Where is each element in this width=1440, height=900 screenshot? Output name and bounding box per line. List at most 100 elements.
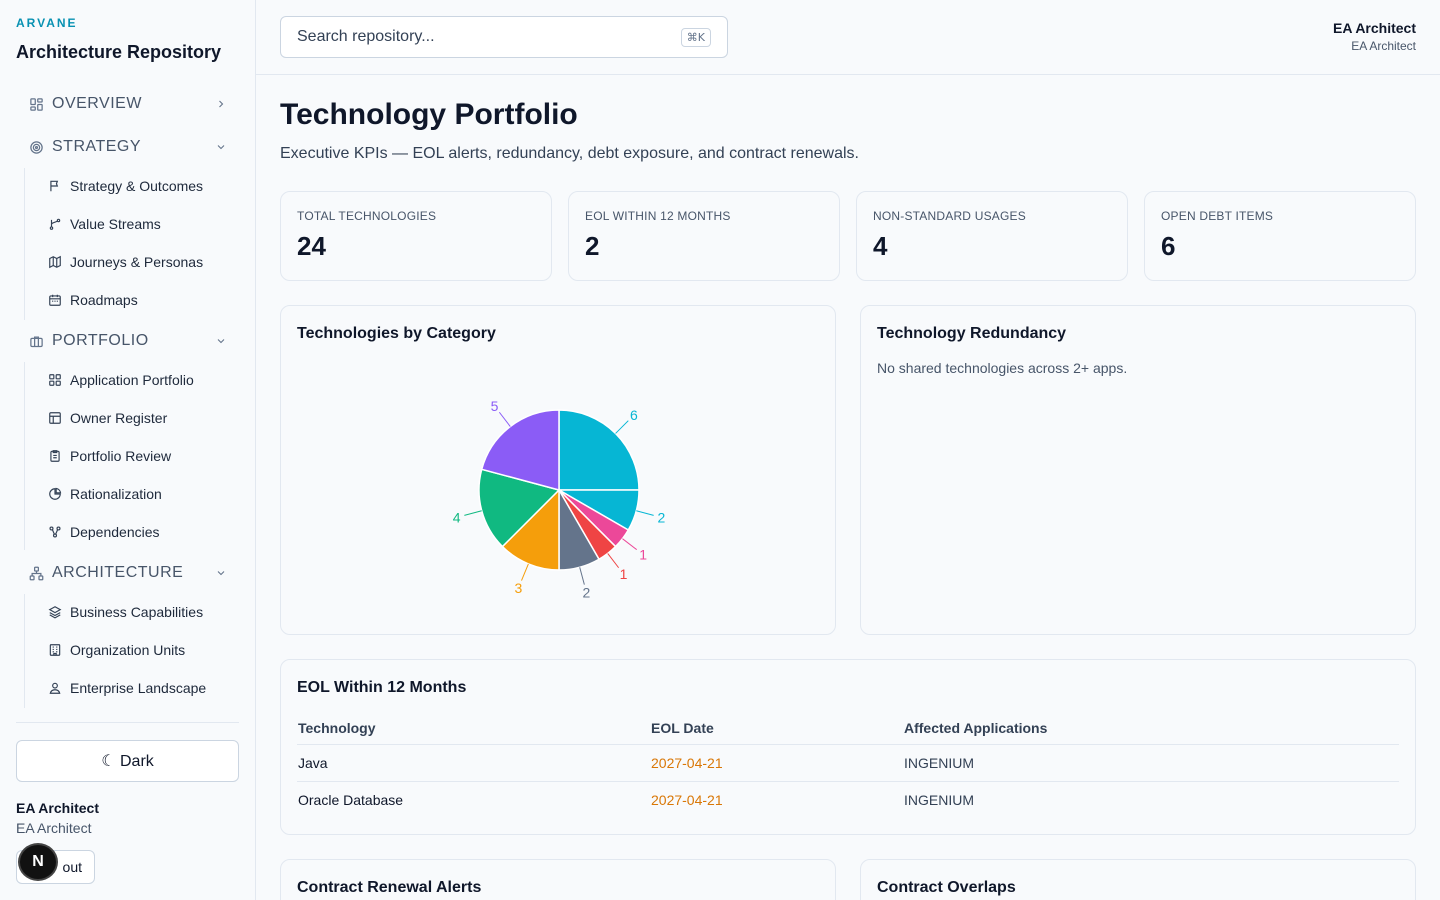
table-row[interactable]: Oracle Database 2027-04-21 INGENIUM — [297, 781, 1399, 818]
git-branch-icon — [47, 216, 63, 232]
cell-eol-date: 2027-04-21 — [651, 791, 723, 808]
map-icon — [47, 254, 63, 270]
nav-section-overview[interactable]: OVERVIEW — [28, 92, 228, 116]
calendar-icon — [47, 292, 63, 308]
kpi-label: EOL WITHIN 12 MONTHS — [585, 209, 731, 223]
pie-label-leader — [615, 420, 629, 434]
table-icon — [47, 410, 63, 426]
category-pie-chart: 6 2 11 2 3 4 5 — [453, 398, 666, 600]
sidebar-item-label: Organization Units — [70, 642, 186, 658]
nav-section-label: OVERVIEW — [52, 95, 142, 112]
cell-affected-apps: INGENIUM — [903, 744, 1399, 782]
pie-slice[interactable] — [480, 409, 560, 491]
sidebar-item-owner-register[interactable]: Owner Register — [47, 408, 233, 428]
pie-label-leader — [607, 553, 620, 569]
sidebar-item-business-capabilities[interactable]: Business Capabilities — [47, 602, 233, 622]
card-title: Contract Renewal Alerts — [297, 879, 482, 896]
kpi-value: 2 — [585, 231, 600, 261]
nav-section-strategy[interactable]: STRATEGY — [28, 135, 228, 159]
sidebar-item-enterprise-landscape[interactable]: Enterprise Landscape — [47, 678, 233, 698]
chevron-down-icon — [214, 566, 228, 580]
sidebar-item-application-portfolio[interactable]: Application Portfolio — [47, 370, 233, 390]
sidebar-item-label: Business Capabilities — [70, 604, 204, 620]
grid-icon — [28, 96, 44, 112]
cell-technology: Oracle Database — [298, 791, 404, 808]
chevron-down-icon — [214, 140, 228, 154]
sidebar-item-label: Application Portfolio — [70, 372, 194, 388]
user-icon — [47, 680, 63, 696]
pie-slice[interactable] — [501, 488, 560, 571]
sidebar-user-name: EA Architect — [16, 800, 99, 816]
app-title: Architecture Repository — [16, 42, 222, 62]
kpi-card-eol: EOL WITHIN 12 MONTHS 2 — [568, 191, 840, 281]
brand-logo: ARVANE — [16, 16, 78, 30]
sidebar-item-organization-units[interactable]: Organization Units — [47, 640, 233, 660]
kpi-value: 4 — [873, 231, 888, 261]
sidebar-item-strategy-outcomes[interactable]: Strategy & Outcomes — [47, 176, 233, 196]
redundancy-card: Technology Redundancy No shared technolo… — [860, 305, 1416, 635]
kpi-value: 24 — [297, 231, 326, 261]
sidebar-item-rationalization[interactable]: Rationalization — [47, 484, 233, 504]
nav-section-label: PORTFOLIO — [52, 332, 149, 349]
kpi-card-open-debt: OPEN DEBT ITEMS 6 — [1144, 191, 1416, 281]
pie-chart-icon — [47, 486, 63, 502]
pie-data-label: 4 — [453, 509, 461, 525]
cell-technology: Java — [297, 744, 650, 782]
nav-section-portfolio[interactable]: PORTFOLIO — [28, 329, 228, 353]
pie-slice[interactable] — [558, 409, 640, 491]
nav-group-architecture: Business Capabilities Organization Units… — [24, 594, 234, 708]
target-icon — [28, 139, 44, 155]
floating-avatar-badge[interactable]: N — [18, 843, 58, 881]
kpi-value: 6 — [1161, 231, 1176, 261]
kpi-card-total-technologies: TOTAL TECHNOLOGIES 24 — [280, 191, 552, 281]
sidebar-item-journeys-personas[interactable]: Journeys & Personas — [47, 252, 233, 272]
nav-section-architecture[interactable]: ARCHITECTURE — [28, 561, 228, 585]
card-title: Contract Overlaps — [877, 879, 1016, 896]
sidebar-item-label: Portfolio Review — [70, 448, 172, 464]
flag-icon — [47, 178, 63, 194]
pie-data-label: 6 — [630, 407, 638, 423]
clipboard-icon — [47, 448, 63, 464]
sidebar: ARVANE Architecture Repository OVERVIEW … — [0, 0, 256, 900]
top-header: ⌘K EA Architect EA Architect — [256, 0, 1440, 75]
card-title: EOL Within 12 Months — [297, 679, 467, 696]
grid-icon — [47, 372, 63, 388]
sidebar-item-value-streams[interactable]: Value Streams — [47, 214, 233, 234]
sidebar-item-label: Enterprise Landscape — [70, 680, 207, 696]
pie-label-leader — [464, 510, 482, 516]
dark-mode-toggle[interactable]: ☾ Dark — [16, 740, 239, 782]
sidebar-item-roadmaps[interactable]: Roadmaps — [47, 290, 233, 310]
sidebar-item-portfolio-review[interactable]: Portfolio Review — [47, 446, 233, 466]
card-title: Technology Redundancy — [877, 325, 1067, 342]
column-header-eol-date: EOL Date — [650, 712, 903, 745]
hierarchy-icon — [28, 565, 44, 581]
sidebar-item-label: Strategy & Outcomes — [70, 178, 204, 194]
table-header-row: Technology EOL Date Affected Application… — [297, 712, 1399, 745]
sidebar-item-dependencies[interactable]: Dependencies — [47, 522, 233, 542]
kpi-label: NON-STANDARD USAGES — [873, 209, 1026, 223]
sidebar-item-label: Rationalization — [70, 486, 162, 502]
search-box[interactable]: ⌘K — [280, 16, 728, 58]
briefcase-icon — [28, 333, 44, 349]
sidebar-user-role: EA Architect — [16, 820, 92, 836]
shortcut-hint: ⌘K — [680, 27, 711, 47]
kpi-label: OPEN DEBT ITEMS — [1161, 209, 1274, 223]
kpi-label: TOTAL TECHNOLOGIES — [297, 209, 437, 223]
contract-renewal-card: Contract Renewal Alerts — [280, 859, 836, 900]
empty-state-message: No shared technologies across 2+ apps. — [877, 360, 1128, 376]
header-user-name: EA Architect — [1333, 20, 1416, 36]
network-icon — [47, 524, 63, 540]
sidebar-item-label: Roadmaps — [70, 292, 138, 308]
header-user-menu[interactable]: EA Architect EA Architect — [1333, 20, 1416, 53]
pie-label-leader — [622, 538, 638, 551]
sidebar-item-label: Dependencies — [70, 524, 160, 540]
nav-section-label: STRATEGY — [52, 138, 142, 155]
pie-label-leader — [521, 563, 529, 581]
sidebar-divider — [16, 722, 239, 723]
header-user-role: EA Architect — [1351, 39, 1416, 53]
sidebar-item-label: Value Streams — [70, 216, 161, 232]
search-input[interactable] — [297, 28, 681, 46]
table-row[interactable]: Java 2027-04-21 INGENIUM — [297, 744, 1399, 782]
pie-label-leader — [579, 567, 585, 585]
